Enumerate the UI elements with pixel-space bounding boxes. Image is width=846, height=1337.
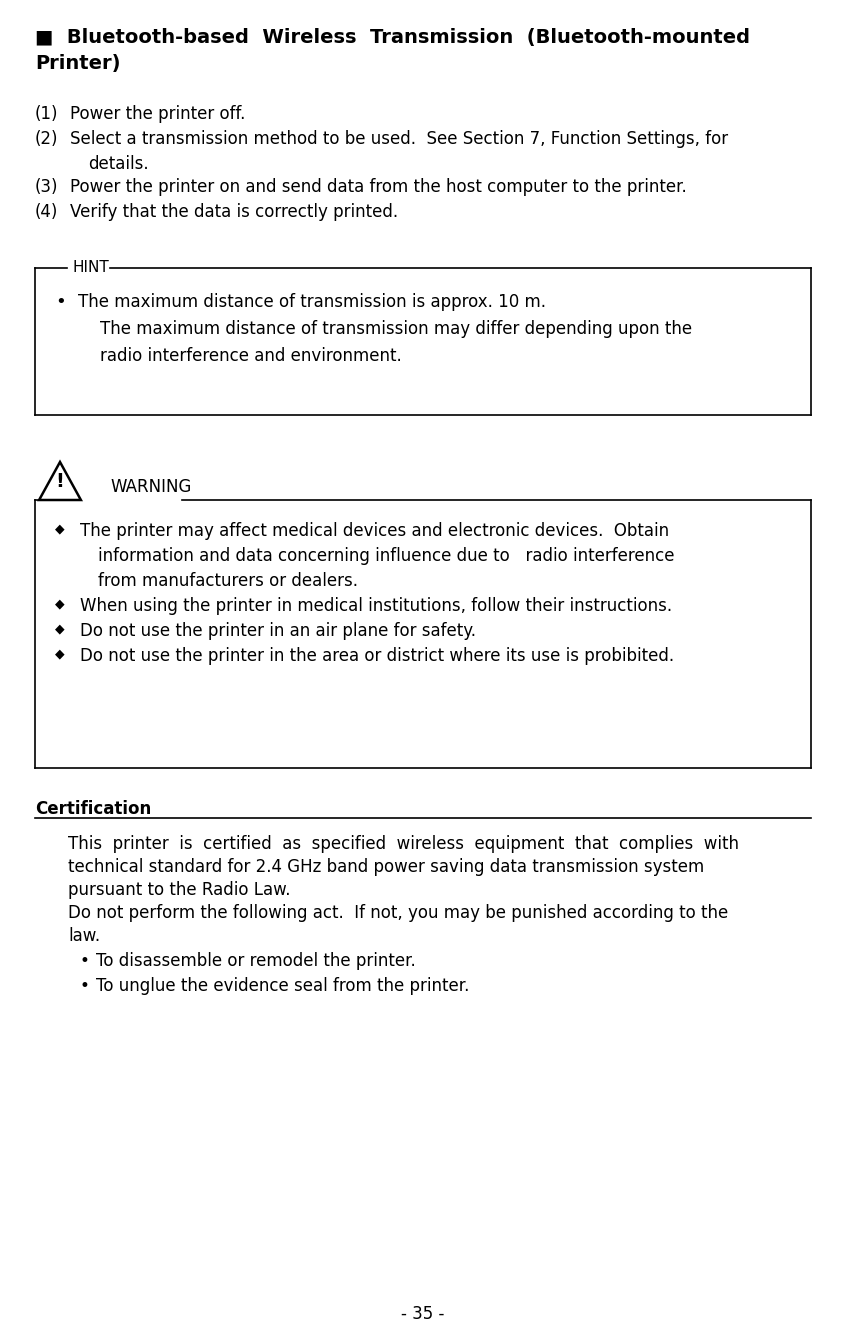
Text: When using the printer in medical institutions, follow their instructions.: When using the printer in medical instit… xyxy=(80,598,672,615)
Text: Power the printer off.: Power the printer off. xyxy=(70,106,245,123)
Text: To unglue the evidence seal from the printer.: To unglue the evidence seal from the pri… xyxy=(96,977,470,995)
Text: pursuant to the Radio Law.: pursuant to the Radio Law. xyxy=(68,881,290,898)
Text: ◆: ◆ xyxy=(55,647,64,660)
Text: Do not use the printer in the area or district where its use is probibited.: Do not use the printer in the area or di… xyxy=(80,647,674,664)
Text: !: ! xyxy=(56,472,64,491)
Text: The maximum distance of transmission may differ depending upon the: The maximum distance of transmission may… xyxy=(100,320,692,338)
Text: (4): (4) xyxy=(35,203,58,221)
Text: •: • xyxy=(55,293,66,312)
Text: This  printer  is  certified  as  specified  wireless  equipment  that  complies: This printer is certified as specified w… xyxy=(68,836,739,853)
Text: Power the printer on and send data from the host computer to the printer.: Power the printer on and send data from … xyxy=(70,178,687,197)
Text: (1): (1) xyxy=(35,106,58,123)
Polygon shape xyxy=(39,463,81,500)
Text: WARNING: WARNING xyxy=(110,479,191,496)
Text: radio interference and environment.: radio interference and environment. xyxy=(100,348,402,365)
Text: The maximum distance of transmission is approx. 10 m.: The maximum distance of transmission is … xyxy=(78,293,546,312)
Text: HINT: HINT xyxy=(72,259,109,275)
Text: Certification: Certification xyxy=(35,800,151,818)
Text: information and data concerning influence due to   radio interference: information and data concerning influenc… xyxy=(98,547,674,566)
Text: To disassemble or remodel the printer.: To disassemble or remodel the printer. xyxy=(96,952,415,971)
Text: •: • xyxy=(80,952,90,971)
Text: Select a transmission method to be used.  See Section 7, Function Settings, for: Select a transmission method to be used.… xyxy=(70,130,728,148)
Text: ◆: ◆ xyxy=(55,598,64,610)
Text: •: • xyxy=(80,977,90,995)
Text: (2): (2) xyxy=(35,130,58,148)
Text: (3): (3) xyxy=(35,178,58,197)
Text: law.: law. xyxy=(68,927,100,945)
Text: ◆: ◆ xyxy=(55,622,64,635)
Text: - 35 -: - 35 - xyxy=(401,1305,445,1324)
Text: The printer may affect medical devices and electronic devices.  Obtain: The printer may affect medical devices a… xyxy=(80,521,669,540)
Text: Do not perform the following act.  If not, you may be punished according to the: Do not perform the following act. If not… xyxy=(68,904,728,923)
Text: Do not use the printer in an air plane for safety.: Do not use the printer in an air plane f… xyxy=(80,622,476,640)
Text: from manufacturers or dealers.: from manufacturers or dealers. xyxy=(98,572,358,590)
Text: technical standard for 2.4 GHz band power saving data transmission system: technical standard for 2.4 GHz band powe… xyxy=(68,858,704,876)
Text: details.: details. xyxy=(88,155,149,172)
Text: Verify that the data is correctly printed.: Verify that the data is correctly printe… xyxy=(70,203,398,221)
Text: ◆: ◆ xyxy=(55,521,64,535)
Text: Printer): Printer) xyxy=(35,53,120,74)
Text: ■  Bluetooth-based  Wireless  Transmission  (Bluetooth-mounted: ■ Bluetooth-based Wireless Transmission … xyxy=(35,28,750,47)
